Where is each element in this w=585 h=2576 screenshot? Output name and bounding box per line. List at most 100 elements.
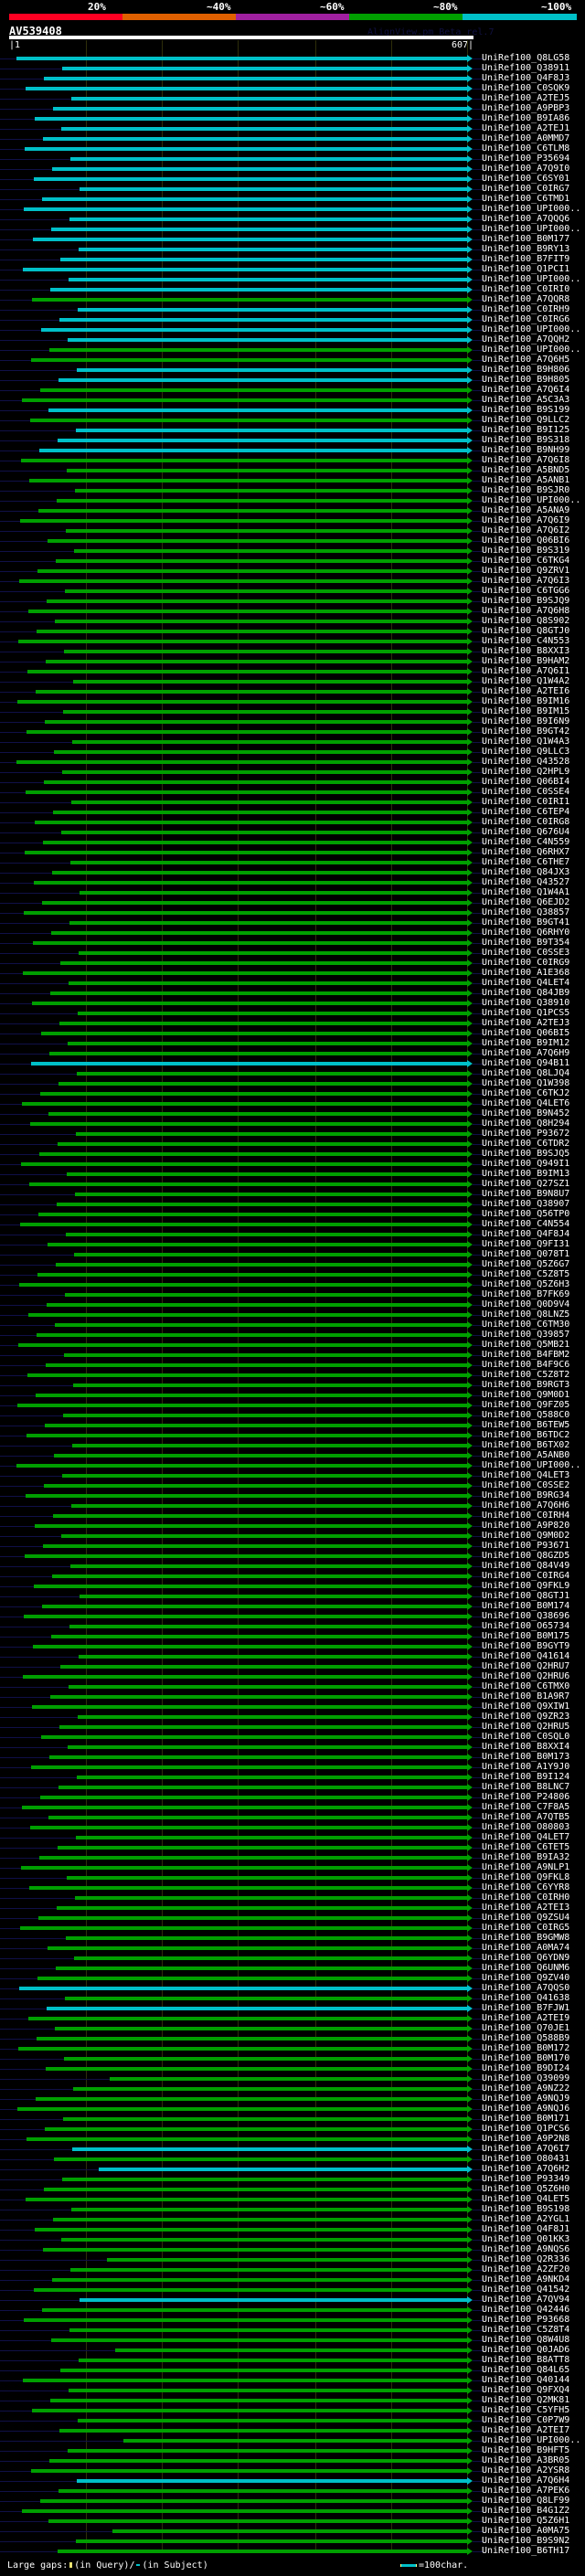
alignment-bar[interactable] bbox=[61, 2238, 467, 2242]
alignment-bar[interactable] bbox=[74, 1253, 467, 1256]
hit-row[interactable]: UniRef100_A5C3A3 bbox=[0, 395, 585, 406]
hit-row[interactable]: UniRef100_B9N8U7 bbox=[0, 1189, 585, 1200]
hit-label[interactable]: UniRef100_B9GMW8 bbox=[482, 1933, 570, 1943]
hit-label[interactable]: UniRef100_Q4F8J1 bbox=[482, 2224, 570, 2234]
alignment-bar[interactable] bbox=[65, 1293, 467, 1297]
hit-row[interactable]: UniRef100_UPI000.. bbox=[0, 324, 585, 335]
alignment-bar[interactable] bbox=[50, 991, 467, 995]
hit-row[interactable]: UniRef100_Q2HPL9 bbox=[0, 767, 585, 778]
hit-row[interactable]: UniRef100_B6TH17 bbox=[0, 2546, 585, 2557]
alignment-bar[interactable] bbox=[34, 881, 467, 885]
hit-row[interactable]: UniRef100_Q1PCS5 bbox=[0, 1008, 585, 1019]
hit-label[interactable]: UniRef100_A2ZF20 bbox=[482, 2264, 570, 2274]
hit-row[interactable]: UniRef100_B9RY13 bbox=[0, 244, 585, 255]
hit-label[interactable]: UniRef100_A9P2N8 bbox=[482, 2134, 570, 2144]
hit-row[interactable]: UniRef100_Q84JX3 bbox=[0, 867, 585, 878]
hit-row[interactable]: UniRef100_B9HAM2 bbox=[0, 656, 585, 667]
hit-label[interactable]: UniRef100_B9SJQ5 bbox=[482, 1149, 570, 1159]
hit-label[interactable]: UniRef100_C6TEP4 bbox=[482, 807, 570, 817]
hit-row[interactable]: UniRef100_C0SSE4 bbox=[0, 787, 585, 798]
alignment-bar[interactable] bbox=[78, 1715, 467, 1719]
hit-row[interactable]: UniRef100_Q39857 bbox=[0, 1330, 585, 1341]
hit-row[interactable]: UniRef100_C4N559 bbox=[0, 837, 585, 848]
hit-row[interactable]: UniRef100_Q8GZD5 bbox=[0, 1551, 585, 1562]
alignment-bar[interactable] bbox=[29, 479, 467, 482]
hit-row[interactable]: UniRef100_A2TEJ5 bbox=[0, 93, 585, 104]
hit-label[interactable]: UniRef100_O65734 bbox=[482, 1621, 570, 1631]
alignment-bar[interactable] bbox=[51, 1635, 467, 1638]
alignment-bar[interactable] bbox=[27, 730, 467, 734]
hit-label[interactable]: UniRef100_Q5Z6H3 bbox=[482, 1279, 570, 1289]
hit-row[interactable]: UniRef100_C6TEP4 bbox=[0, 807, 585, 818]
hit-row[interactable]: UniRef100_Q4F8J4 bbox=[0, 1229, 585, 1240]
hit-row[interactable]: UniRef100_C6TET5 bbox=[0, 1842, 585, 1853]
hit-row[interactable]: UniRef100_B9GT41 bbox=[0, 917, 585, 928]
hit-row[interactable]: UniRef100_C6TMX0 bbox=[0, 1681, 585, 1692]
hit-row[interactable]: UniRef100_B9S9N2 bbox=[0, 2536, 585, 2547]
hit-row[interactable]: UniRef100_O80431 bbox=[0, 2154, 585, 2165]
hit-label[interactable]: UniRef100_C6TMD1 bbox=[482, 194, 570, 204]
alignment-bar[interactable] bbox=[68, 338, 467, 342]
hit-label[interactable]: UniRef100_Q2R336 bbox=[482, 2254, 570, 2264]
hit-row[interactable]: UniRef100_Q5Z6H3 bbox=[0, 1279, 585, 1290]
alignment-bar[interactable] bbox=[53, 107, 467, 111]
alignment-bar[interactable] bbox=[27, 1373, 467, 1377]
alignment-bar[interactable] bbox=[19, 1283, 467, 1287]
alignment-bar[interactable] bbox=[17, 700, 467, 704]
hit-label[interactable]: UniRef100_B9N452 bbox=[482, 1108, 570, 1118]
hit-row[interactable]: UniRef100_Q0D9V4 bbox=[0, 1299, 585, 1310]
hit-label[interactable]: UniRef100_Q5Z6G7 bbox=[482, 1259, 570, 1269]
hit-row[interactable]: UniRef100_C0IRG8 bbox=[0, 817, 585, 828]
hit-label[interactable]: UniRef100_Q70JE1 bbox=[482, 2023, 570, 2033]
hit-label[interactable]: UniRef100_B6TDC2 bbox=[482, 1430, 570, 1440]
alignment-bar[interactable] bbox=[53, 811, 467, 814]
hit-row[interactable]: UniRef100_UPI000.. bbox=[0, 224, 585, 235]
hit-label[interactable]: UniRef100_Q9FI31 bbox=[482, 1239, 570, 1249]
hit-label[interactable]: UniRef100_B6TH17 bbox=[482, 2546, 570, 2556]
alignment-bar[interactable] bbox=[26, 2198, 467, 2201]
alignment-bar[interactable] bbox=[64, 2057, 467, 2061]
hit-row[interactable]: UniRef100_A7Q6I2 bbox=[0, 525, 585, 536]
alignment-bar[interactable] bbox=[24, 2318, 467, 2322]
hit-label[interactable]: UniRef100_B9RG34 bbox=[482, 1490, 570, 1500]
hit-row[interactable]: UniRef100_A9NZ22 bbox=[0, 2083, 585, 2094]
alignment-bar[interactable] bbox=[70, 861, 467, 864]
hit-label[interactable]: UniRef100_C0SQK9 bbox=[482, 83, 570, 93]
hit-row[interactable]: UniRef100_A7Q6H9 bbox=[0, 1048, 585, 1059]
hit-row[interactable]: UniRef100_Q9LLC3 bbox=[0, 747, 585, 758]
alignment-bar[interactable] bbox=[31, 1765, 467, 1769]
hit-label[interactable]: UniRef100_Q4LET6 bbox=[482, 1098, 570, 1108]
hit-label[interactable]: UniRef100_A5BND5 bbox=[482, 465, 570, 475]
hit-row[interactable]: UniRef100_A7Q6I8 bbox=[0, 455, 585, 466]
alignment-bar[interactable] bbox=[30, 1122, 467, 1126]
hit-row[interactable]: UniRef100_B0M175 bbox=[0, 1631, 585, 1642]
hit-row[interactable]: UniRef100_Q41638 bbox=[0, 1993, 585, 2004]
hit-row[interactable]: UniRef100_O65734 bbox=[0, 1621, 585, 1632]
hit-row[interactable]: UniRef100_Q39099 bbox=[0, 2073, 585, 2084]
hit-row[interactable]: UniRef100_A2TEI9 bbox=[0, 2013, 585, 2024]
hit-label[interactable]: UniRef100_B9IA32 bbox=[482, 1852, 570, 1862]
hit-row[interactable]: UniRef100_A9P2N8 bbox=[0, 2134, 585, 2145]
hit-row[interactable]: UniRef100_B7FIT9 bbox=[0, 254, 585, 265]
hit-row[interactable]: UniRef100_Q38696 bbox=[0, 1611, 585, 1622]
hit-label[interactable]: UniRef100_P93671 bbox=[482, 1541, 570, 1551]
hit-label[interactable]: UniRef100_B9NH99 bbox=[482, 445, 570, 455]
alignment-bar[interactable] bbox=[33, 941, 467, 945]
alignment-bar[interactable] bbox=[72, 740, 467, 744]
alignment-bar[interactable] bbox=[22, 1102, 467, 1106]
hit-row[interactable]: UniRef100_B9NH99 bbox=[0, 445, 585, 456]
hit-label[interactable]: UniRef100_C5Z8T2 bbox=[482, 1370, 570, 1380]
hit-label[interactable]: UniRef100_Q0D9V4 bbox=[482, 1299, 570, 1309]
alignment-bar[interactable] bbox=[50, 2399, 467, 2402]
hit-label[interactable]: UniRef100_Q2HRU7 bbox=[482, 1661, 570, 1671]
hit-row[interactable]: UniRef100_B0M171 bbox=[0, 2114, 585, 2125]
alignment-bar[interactable] bbox=[123, 2439, 467, 2443]
hit-row[interactable]: UniRef100_Q1W4A2 bbox=[0, 676, 585, 687]
hit-row[interactable]: UniRef100_A0MMD7 bbox=[0, 133, 585, 144]
hit-label[interactable]: UniRef100_B9T354 bbox=[482, 938, 570, 948]
hit-row[interactable]: UniRef100_Q8GTJ0 bbox=[0, 626, 585, 637]
hit-row[interactable]: UniRef100_B9DI24 bbox=[0, 2063, 585, 2074]
hit-label[interactable]: UniRef100_O80803 bbox=[482, 1822, 570, 1832]
alignment-bar[interactable] bbox=[30, 419, 467, 422]
hit-row[interactable]: UniRef100_A0MA75 bbox=[0, 2526, 585, 2537]
